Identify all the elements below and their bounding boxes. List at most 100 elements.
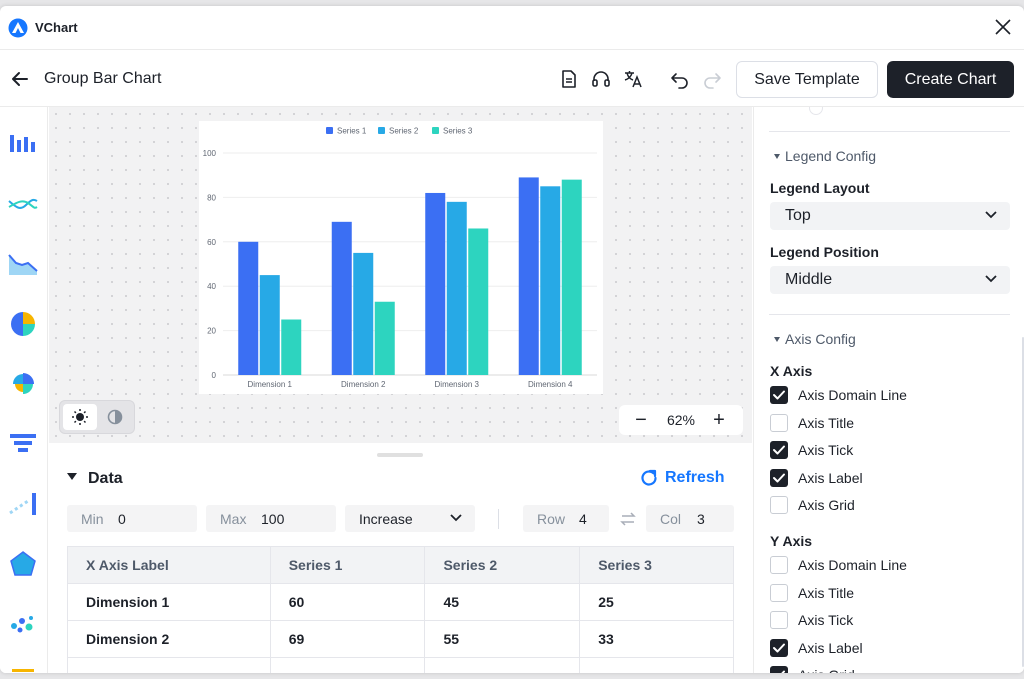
legend-layout-label: Legend Layout [770,180,870,196]
col-field[interactable]: Col 3 [646,505,734,532]
max-label: Max [220,511,247,527]
y-tick-label: 40 [207,282,216,291]
light-theme-icon[interactable] [63,404,97,430]
table-header: Series 2 [424,546,581,584]
chart-canvas: 0 20 40 60 80 100 Dimension 1 Dimension 2 Dimens… [49,107,752,443]
headset-icon[interactable] [590,68,612,90]
vchart-logo-icon [8,18,28,38]
table-row [67,657,734,673]
checkbox-label: Axis Title [798,584,855,601]
bar-series-1 [425,192,446,375]
undo-icon[interactable] [669,68,691,90]
min-label: Min [81,511,104,527]
table-cell[interactable]: Dimension 1 [67,583,271,621]
table-cell[interactable] [424,657,581,673]
x-tick-label: Dimension 1 [248,380,293,389]
checkbox-checked-icon[interactable] [770,386,788,404]
refresh-icon [641,469,657,486]
table-cell[interactable] [67,657,271,673]
divider [769,314,1010,315]
translate-icon[interactable] [622,68,644,90]
table-cell[interactable]: 69 [269,620,426,658]
chart-preview: 0 20 40 60 80 100 Dimension 1 Dimension 2 Dimens… [199,121,603,394]
checkbox-unchecked-icon[interactable] [770,556,788,574]
col-value: 3 [697,511,705,527]
min-field[interactable]: Min 0 [67,505,197,532]
checkbox-label: Axis Tick [798,442,854,459]
line-chart-icon[interactable] [8,189,38,219]
checkbox-unchecked-icon[interactable] [770,611,788,630]
legend-label: Series 1 [337,127,367,136]
progress-chart-icon[interactable] [8,489,38,519]
legend-config-toggle[interactable]: Legend Config [774,148,876,164]
legend-marker [378,127,385,134]
axis-config-toggle[interactable]: Axis Config [774,331,856,347]
pie-chart-icon[interactable] [8,309,38,339]
page-title: Group Bar Chart [44,70,162,87]
order-value: Increase [359,511,413,527]
checkbox-label: Axis Label [798,469,863,486]
checkbox-label: Axis Domain Line [798,387,907,403]
zoom-in-button[interactable]: + [713,409,725,431]
bar-series-2 [446,201,467,375]
resize-handle[interactable] [377,453,423,457]
checkbox-unchecked-icon[interactable] [770,413,788,432]
slider-handle[interactable] [809,107,823,115]
scrollbar[interactable] [1022,337,1024,667]
row-field[interactable]: Row 4 [523,505,609,532]
table-cell[interactable]: 55 [424,620,581,658]
row-label: Row [537,511,566,527]
document-icon[interactable] [558,68,580,90]
checkbox-label: Axis Domain Line [798,557,907,573]
col-label: Col [660,511,682,527]
table-cell[interactable]: 25 [579,583,734,621]
divider [769,131,1010,132]
legend-position-select[interactable]: Middle [770,266,1010,294]
dark-theme-icon[interactable] [98,404,132,430]
checkbox-checked-icon[interactable] [770,441,788,460]
x-tick-label: Dimension 2 [341,380,386,389]
funnel-chart-icon[interactable] [8,429,38,459]
min-value: 0 [118,511,126,527]
table-cell[interactable]: Dimension 2 [67,620,271,658]
table-cell[interactable] [579,657,734,673]
scatter-chart-icon[interactable] [8,609,38,639]
save-template-button[interactable]: Save Template [736,61,878,98]
back-arrow-icon[interactable] [10,69,30,89]
checkbox-checked-icon[interactable] [770,468,788,487]
legend-position-value: Middle [785,271,833,288]
checkbox-checked-icon[interactable] [770,666,788,673]
bar-chart-icon[interactable] [8,129,38,159]
area-chart-icon[interactable] [8,249,38,279]
data-section-title: Data [88,470,123,487]
close-window-icon[interactable] [994,18,1012,36]
data-panel: Data Refresh Min 0 Max 100 Increase Row … [49,443,752,673]
max-field[interactable]: Max 100 [206,505,336,532]
bar-series-1 [331,221,352,375]
table-cell[interactable]: 33 [579,620,734,658]
theme-toggle [59,400,135,434]
table-cell[interactable]: 45 [424,583,581,621]
bar-series-3 [281,319,302,375]
table-cell[interactable] [269,657,426,673]
checkbox-label: Axis Grid [798,667,855,673]
wordcloud-chart-icon[interactable] [8,663,38,673]
redo-icon[interactable] [701,68,723,90]
radar-chart-icon[interactable] [8,549,38,579]
legend-marker [432,127,439,134]
order-select[interactable]: Increase [345,505,475,532]
bar-series-2 [259,275,280,375]
collapse-data-icon[interactable] [67,473,77,480]
swap-icon[interactable] [619,510,637,528]
checkbox-unchecked-icon[interactable] [770,583,788,602]
checkbox-checked-icon[interactable] [770,638,788,657]
chevron-down-icon [985,275,997,283]
zoom-out-button[interactable]: − [635,409,647,431]
chevron-down-icon [450,514,462,522]
checkbox-unchecked-icon[interactable] [770,496,788,515]
rose-chart-icon[interactable] [8,369,38,399]
table-header: Series 3 [579,546,734,584]
create-chart-button[interactable]: Create Chart [887,61,1014,98]
table-cell[interactable]: 60 [269,583,426,621]
legend-layout-select[interactable]: Top [770,202,1010,230]
